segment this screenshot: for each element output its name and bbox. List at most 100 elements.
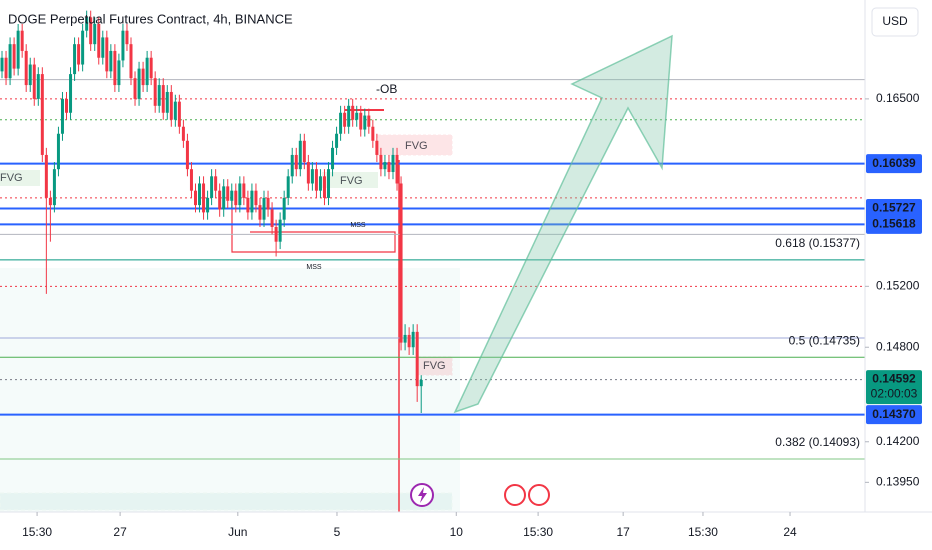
candle-body (189, 169, 193, 191)
candle-body (161, 85, 165, 113)
x-tick-label: 5 (334, 525, 341, 539)
candle-body (97, 23, 101, 58)
zone (0, 268, 460, 512)
candle-body (407, 334, 411, 348)
y-tick-label: 0.14800 (876, 339, 920, 353)
candle-body (234, 190, 238, 206)
candle-body (206, 197, 210, 213)
x-tick-label: 15:30 (688, 525, 718, 539)
x-tick-label: 10 (450, 525, 464, 539)
event-icon[interactable] (504, 484, 526, 506)
event-icon[interactable] (528, 484, 550, 506)
candle-body (403, 334, 407, 343)
price-label-box (866, 198, 922, 218)
candle-body (69, 74, 73, 113)
candle-body (145, 57, 149, 86)
candle-body (16, 30, 20, 69)
annotation: FVG (405, 140, 428, 152)
candle-body (129, 44, 133, 79)
candle-body (214, 176, 218, 191)
price-axis (865, 0, 932, 512)
price-label: 0.14370 (872, 407, 916, 421)
candle-body (60, 98, 64, 134)
candle-body (331, 147, 335, 170)
x-tick-label: 27 (113, 525, 127, 539)
candle-body (298, 140, 302, 170)
currency-button[interactable] (871, 7, 919, 37)
candle-body (44, 154, 48, 198)
candle-body (12, 44, 16, 69)
x-tick-label: Jun (228, 525, 247, 539)
candle-body (40, 74, 44, 155)
candle-body (56, 133, 60, 170)
candle-body (4, 57, 8, 79)
candle-body (359, 112, 363, 130)
candle-body (20, 30, 24, 51)
candle-body (133, 78, 137, 99)
candle-body (339, 112, 343, 134)
y-tick-label: 0.14200 (876, 434, 920, 448)
candle-body (202, 183, 206, 213)
price-label-box (866, 405, 922, 425)
candle-body (254, 190, 258, 206)
zone (0, 492, 453, 511)
candle-body (383, 162, 387, 170)
candle-body (314, 169, 318, 191)
candle-body (0, 57, 4, 72)
candle-body (322, 176, 326, 198)
annotation: MSS (350, 222, 366, 229)
candle-body (177, 101, 181, 127)
annotation: -OB (376, 82, 397, 96)
x-tick-label: 24 (783, 525, 797, 539)
candle-body (343, 112, 347, 127)
candle-body (379, 154, 383, 170)
price-label: 0.14592 (872, 372, 916, 386)
candle-body (347, 105, 351, 127)
price-label-box (866, 214, 922, 234)
candle-body (77, 44, 81, 65)
candle-body (28, 64, 32, 86)
candle-body (169, 91, 173, 120)
candle-body (8, 44, 12, 79)
candle-body (65, 98, 69, 113)
candle-body (198, 183, 202, 206)
candle-body (105, 37, 109, 72)
candle-body (52, 169, 56, 206)
candle-body (173, 101, 177, 120)
candle-body (363, 115, 367, 130)
price-label: 0.16039 (872, 156, 916, 170)
candle-body (230, 190, 234, 201)
countdown: 02:00:03 (871, 387, 918, 401)
candle-body (399, 183, 403, 343)
fvg-box (322, 172, 378, 188)
price-label: 0.15727 (872, 201, 916, 215)
annotation: FVG (423, 360, 446, 372)
candle-body (419, 379, 423, 387)
candle-body (282, 197, 286, 220)
y-tick-label: 0.16500 (876, 91, 920, 105)
candle-body (193, 190, 197, 206)
candle-body (266, 197, 270, 210)
candle-body (391, 154, 395, 173)
candle-body (121, 30, 125, 61)
marks (0, 10, 865, 460)
candle-body (411, 331, 415, 348)
candle-body (294, 154, 298, 170)
x-tick-label: 15:30 (22, 525, 52, 539)
candle-body (181, 126, 185, 141)
candle-body (367, 115, 371, 127)
x-tick-label: 15:30 (523, 525, 553, 539)
candle-body (141, 68, 145, 86)
candle-body (24, 50, 28, 86)
annotation: FVG (0, 172, 23, 184)
candle-body (387, 162, 391, 173)
y-tick-label: 0.13950 (876, 475, 920, 489)
candle-body (355, 112, 359, 120)
candle-body (185, 140, 189, 170)
candle-body (278, 219, 282, 242)
candle-body (250, 190, 254, 213)
annotation: MSS (306, 264, 322, 271)
x-tick-label: 17 (616, 525, 630, 539)
candle-body (415, 331, 419, 387)
